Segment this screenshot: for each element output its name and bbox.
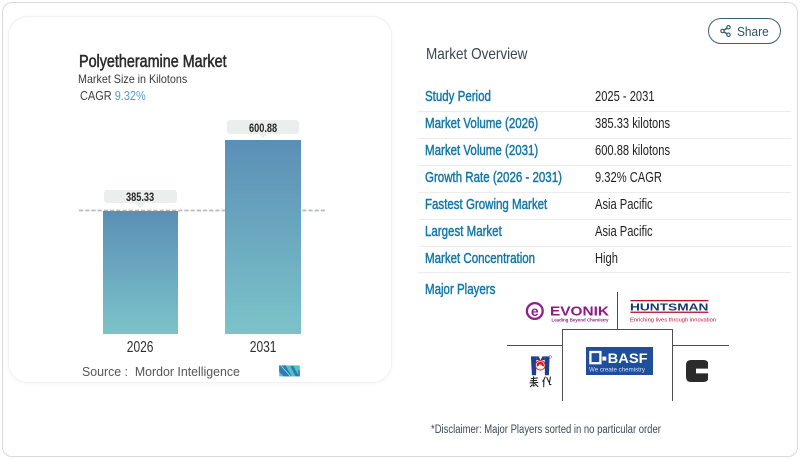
svg-text:HUNTSMAN: HUNTSMAN <box>630 302 708 313</box>
svg-text:Leading Beyond Chemistry: Leading Beyond Chemistry <box>552 318 610 323</box>
svg-text:Enriching lives through innova: Enriching lives through innovation <box>630 317 716 322</box>
svg-text:We create chemistry: We create chemistry <box>589 366 646 373</box>
svg-text:EVONIK: EVONIK <box>550 304 610 319</box>
svg-text:e: e <box>531 303 539 319</box>
svg-text:BASF: BASF <box>607 351 647 366</box>
